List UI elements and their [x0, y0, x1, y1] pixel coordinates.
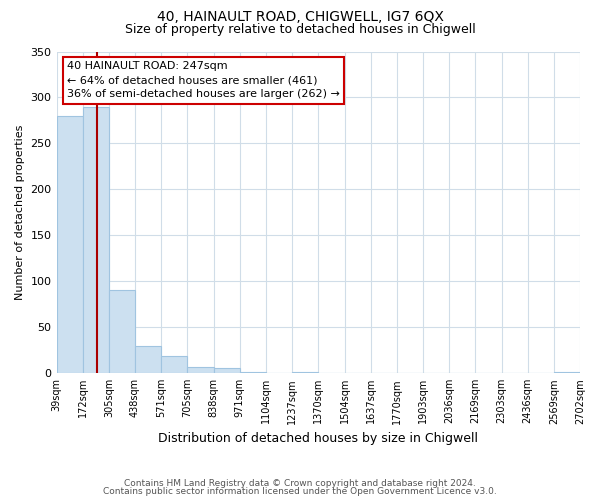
Text: Contains HM Land Registry data © Crown copyright and database right 2024.: Contains HM Land Registry data © Crown c… — [124, 478, 476, 488]
X-axis label: Distribution of detached houses by size in Chigwell: Distribution of detached houses by size … — [158, 432, 478, 445]
Bar — [83, 106, 109, 373]
Text: 40 HAINAULT ROAD: 247sqm
← 64% of detached houses are smaller (461)
36% of semi-: 40 HAINAULT ROAD: 247sqm ← 64% of detach… — [67, 61, 340, 99]
Bar — [240, 372, 266, 373]
Text: Contains public sector information licensed under the Open Government Licence v3: Contains public sector information licen… — [103, 487, 497, 496]
Bar — [554, 372, 580, 373]
Bar — [161, 356, 187, 373]
Bar — [292, 372, 318, 373]
Text: 40, HAINAULT ROAD, CHIGWELL, IG7 6QX: 40, HAINAULT ROAD, CHIGWELL, IG7 6QX — [157, 10, 443, 24]
Bar — [109, 290, 135, 373]
Y-axis label: Number of detached properties: Number of detached properties — [15, 124, 25, 300]
Bar — [56, 116, 83, 373]
Text: Size of property relative to detached houses in Chigwell: Size of property relative to detached ho… — [125, 22, 475, 36]
Bar — [187, 366, 214, 373]
Bar — [214, 368, 240, 373]
Bar — [135, 346, 161, 373]
